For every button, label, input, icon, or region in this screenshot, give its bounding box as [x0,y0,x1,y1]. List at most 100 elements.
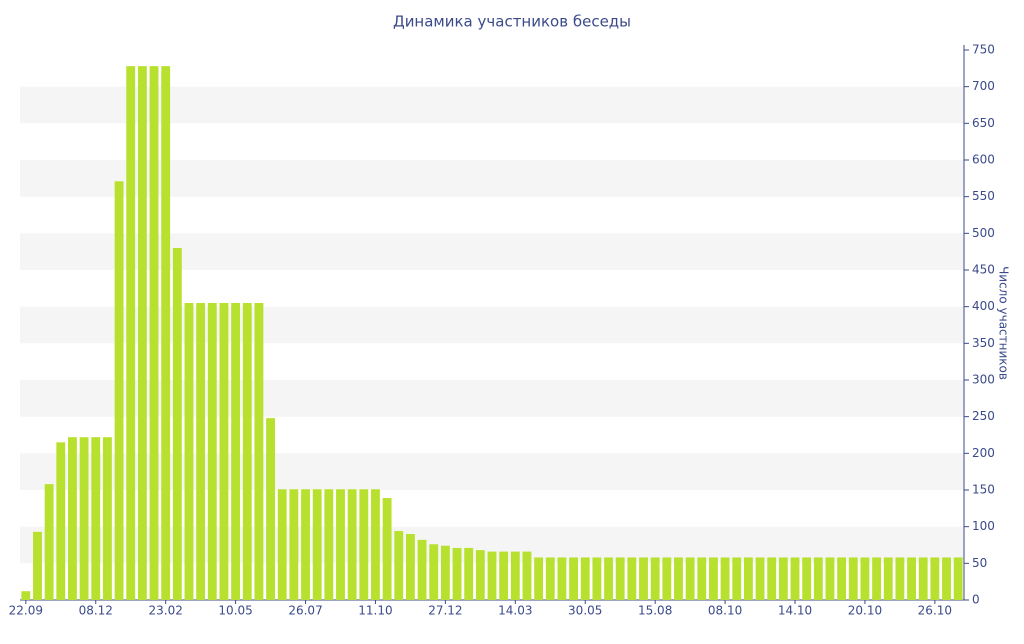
bar [534,557,544,600]
bar [417,539,427,600]
y-tick-label: 700 [972,79,995,93]
bar [359,489,369,600]
bar [662,557,672,600]
bar [697,557,707,600]
bar [522,551,532,600]
bar [336,489,345,600]
bar [56,442,66,600]
bar [68,437,77,600]
y-tick-label: 400 [972,299,995,313]
bar [242,303,252,600]
bar [312,489,322,600]
bar [184,303,194,600]
bar [825,557,835,600]
y-tick-label: 50 [972,556,987,570]
bar [301,489,310,600]
bar [615,557,625,600]
bar [674,557,683,600]
bar [790,557,800,600]
x-tick-label: 14.03 [498,604,532,618]
x-tick-label: 11.10 [358,604,392,618]
bar [91,437,101,600]
bar [394,531,404,600]
x-tick-label: 30.05 [568,604,602,618]
bar [510,551,520,600]
grid-band [20,86,964,124]
bar [545,557,555,600]
bar [813,557,823,600]
bar [126,66,136,601]
bar [872,557,882,600]
bar [837,557,847,600]
bar [475,550,485,600]
bar [743,557,753,600]
y-tick-label: 200 [972,446,995,460]
bar [149,66,159,601]
bar [883,557,893,600]
bar [452,547,462,600]
bar [918,557,928,600]
bar [172,248,182,600]
bar [324,489,334,600]
grid-band [20,160,964,197]
bar [102,437,112,600]
bar [685,557,695,600]
bar [592,557,602,600]
chart-title: Динамика участников беседы [393,13,631,31]
bar [557,557,567,600]
x-tick-label: 22.09 [9,604,43,618]
bar [860,557,870,600]
y-tick-label: 150 [972,483,995,497]
bar [767,557,777,600]
bar [196,303,206,600]
bar [266,418,275,600]
bar [21,591,31,600]
bar [802,557,812,600]
bar [207,303,217,600]
bar [930,557,940,600]
y-tick-label: 750 [972,43,995,57]
bar [277,489,287,600]
bar [569,557,579,600]
y-tick-label: 550 [972,189,995,203]
bar [254,303,264,600]
y-tick-label: 250 [972,409,995,423]
bar [604,557,613,600]
bar [907,557,916,600]
x-tick-label: 26.10 [918,604,952,618]
y-tick-label: 350 [972,336,995,350]
y-tick-label: 500 [972,226,995,240]
bar [942,557,951,600]
x-tick-label: 08.10 [708,604,742,618]
x-tick-label: 20.10 [848,604,882,618]
bar [429,544,439,600]
bar [720,557,730,600]
bar [440,545,450,600]
bar [650,557,660,600]
bar [487,551,497,600]
y-tick-label: 600 [972,153,995,167]
y-axis-label: Число участников [997,266,1011,380]
bar [627,557,637,600]
x-tick-label: 26.07 [288,604,322,618]
x-tick-label: 23.02 [148,604,182,618]
x-tick-label: 08.12 [79,604,113,618]
x-tick-label: 27.12 [428,604,462,618]
bar [732,557,742,600]
x-tick-label: 14.10 [778,604,812,618]
bar [580,557,590,600]
bar [778,557,788,600]
bar [371,489,380,600]
bar [848,557,858,600]
y-tick-label: 450 [972,263,995,277]
bar [347,489,357,600]
x-tick-label: 10.05 [218,604,252,618]
bar [895,557,905,600]
bar [405,534,415,600]
bar [137,66,147,601]
bar [114,181,124,600]
y-tick-label: 100 [972,519,995,533]
y-tick-label: 300 [972,373,995,387]
bar [639,557,648,600]
